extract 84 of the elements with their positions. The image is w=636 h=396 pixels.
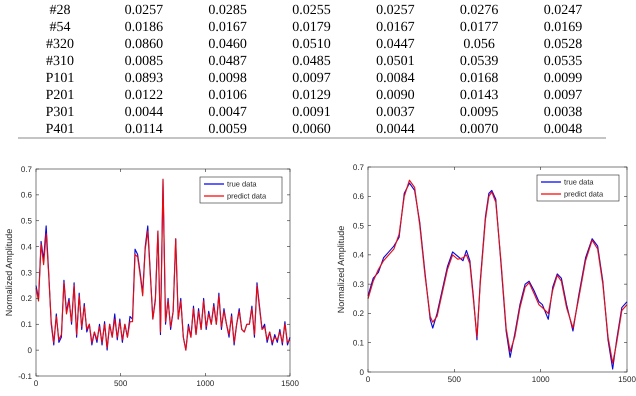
text: #310 xyxy=(46,54,74,69)
text: 0.0047 xyxy=(208,104,247,120)
x-tick-label: 1500 xyxy=(618,375,636,384)
text: 0.0247 xyxy=(544,2,582,18)
text: 0.0510 xyxy=(292,36,331,52)
text: 0.0084 xyxy=(376,70,415,86)
text: 0.0037 xyxy=(376,104,415,120)
text: 0.0257 xyxy=(376,2,415,18)
text: 0.0048 xyxy=(544,122,582,137)
text: 0.0255 xyxy=(292,2,331,18)
text: 0.0070 xyxy=(460,122,498,137)
y-tick-label: 0 xyxy=(28,346,33,355)
text: 0.0099 xyxy=(544,70,582,86)
y-tick-label: 0.3 xyxy=(352,280,365,289)
y-tick-label: 0.2 xyxy=(20,294,33,304)
text: 0.0169 xyxy=(544,20,582,35)
text: 0.0129 xyxy=(292,88,331,103)
x-tick-label: 500 xyxy=(114,379,128,388)
y-tick-label: 0.4 xyxy=(20,242,33,252)
text: 0.0143 xyxy=(460,88,498,103)
line-series xyxy=(35,178,291,351)
text: 0.0177 xyxy=(460,20,498,35)
text: #54 xyxy=(50,20,70,35)
text: 0.056 xyxy=(463,36,495,52)
y-tick-label: 0 xyxy=(360,368,365,377)
text: P301 xyxy=(46,104,74,120)
y-tick-label: 0.6 xyxy=(20,190,33,200)
text: 0.0535 xyxy=(544,54,582,69)
y-tick-label: 0.4 xyxy=(352,250,365,260)
x-tick-label: 1000 xyxy=(532,375,550,384)
text: #320 xyxy=(46,36,74,52)
text: 0.0167 xyxy=(376,20,415,35)
text: 0.0285 xyxy=(208,2,247,18)
text: 0.0257 xyxy=(124,2,164,18)
y-axis-title: Normalized Amplitude xyxy=(336,226,346,314)
text: 0.0179 xyxy=(292,20,331,35)
text: 0.0060 xyxy=(292,122,331,137)
y-tick-label: 0.2 xyxy=(352,309,365,318)
text: 0.0097 xyxy=(544,88,582,103)
text: 0.0276 xyxy=(460,2,498,18)
text: 0.0114 xyxy=(124,122,163,137)
text: #28 xyxy=(50,2,70,18)
text: 0.0097 xyxy=(292,70,331,86)
text: 0.0122 xyxy=(124,88,164,103)
text: 0.0893 xyxy=(124,70,164,86)
text: 0.0091 xyxy=(292,104,331,120)
y-tick-label: 0.5 xyxy=(352,221,365,230)
text: 0.0044 xyxy=(124,104,164,120)
text: 0.0528 xyxy=(544,36,582,52)
text: 0.0059 xyxy=(208,122,247,137)
text: 0.0485 xyxy=(292,54,331,69)
text: 0.0186 xyxy=(124,20,164,35)
y-tick-label: 0.1 xyxy=(20,320,33,330)
text: 0.0085 xyxy=(124,54,164,69)
text: 0.0044 xyxy=(376,122,415,137)
text: 0.0090 xyxy=(376,88,415,103)
y-tick-label: 0.3 xyxy=(20,268,33,278)
text: 0.0501 xyxy=(376,54,415,69)
x-tick-label: 0 xyxy=(34,379,39,388)
x-tick-label: 500 xyxy=(448,375,462,384)
y-tick-label: 0.7 xyxy=(352,162,365,172)
text: 0.0098 xyxy=(208,70,247,86)
text: 0.0460 xyxy=(208,36,247,52)
text: 0.0038 xyxy=(544,104,582,120)
y-tick-label: 0.6 xyxy=(352,192,365,202)
text: 0.0447 xyxy=(376,36,415,52)
y-tick-label: 0.7 xyxy=(20,164,33,174)
text: 0.0095 xyxy=(460,104,498,120)
text: 0.0487 xyxy=(208,54,247,69)
text: 0.0168 xyxy=(460,70,498,86)
y-tick-label: 0.5 xyxy=(20,216,33,226)
text: 0.0106 xyxy=(208,88,247,103)
text: 0.0167 xyxy=(208,20,247,35)
y-tick-label: 0.1 xyxy=(352,338,365,348)
x-tick-label: 1500 xyxy=(281,379,300,388)
text: P401 xyxy=(46,122,74,137)
y-tick-label: -0.1 xyxy=(18,372,33,381)
y-axis-title: Normalized Amplitude xyxy=(4,228,14,316)
text: 0.0539 xyxy=(460,54,498,69)
text: P101 xyxy=(46,70,74,86)
text: P201 xyxy=(46,88,74,103)
x-tick-label: 0 xyxy=(366,375,371,384)
text: 0.0860 xyxy=(124,36,164,52)
x-tick-label: 1000 xyxy=(196,379,215,388)
